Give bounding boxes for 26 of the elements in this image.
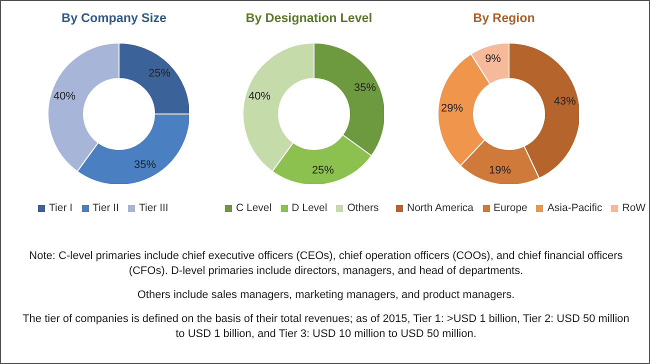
legend-label: D Level: [290, 202, 328, 214]
text: The tier of companies is defined on the basis of their total revenues; as of 2015, Tier 1: >USD 1 billion, Tier 2: USD 50 million to USD 1 billion, and Tier 3: USD 10 million to USD 50 million.: [22, 312, 630, 342]
legend-label: North America: [406, 202, 474, 214]
legend-label: Tier I: [48, 202, 73, 214]
chart-title: By Designation Level: [244, 11, 374, 25]
legend-label: Others: [346, 202, 379, 214]
legend-label: Asia-Pacific: [546, 202, 602, 214]
data-label: 29%: [440, 102, 464, 115]
legend-label: C Level: [235, 202, 272, 214]
data-label: 35%: [354, 82, 376, 94]
legend-label: RoW: [621, 202, 646, 214]
chart-title: By Company Size: [60, 11, 168, 25]
data-label: 19%: [489, 164, 512, 177]
legend-label: Tier II: [92, 202, 119, 214]
data-label: 35%: [134, 159, 156, 172]
text: Note: C-level primaries include chief executive officers (CEOs), chief operation officers (COOs), and chief financial officers (CFOs). D-level primaries include directors, managers, and head of departments.: [28, 249, 624, 279]
legend-label: Tier III: [138, 202, 168, 214]
chart-title: By Region: [472, 11, 536, 25]
legend-label: Europe: [492, 202, 528, 214]
data-label: 40%: [248, 90, 271, 102]
data-label: 9%: [485, 53, 502, 66]
text: Others include sales managers, marketing managers, and product managers.: [136, 288, 516, 303]
data-label: 43%: [554, 96, 576, 108]
data-label: 40%: [54, 90, 76, 102]
data-label: 25%: [312, 164, 334, 177]
data-label: 25%: [148, 68, 171, 80]
